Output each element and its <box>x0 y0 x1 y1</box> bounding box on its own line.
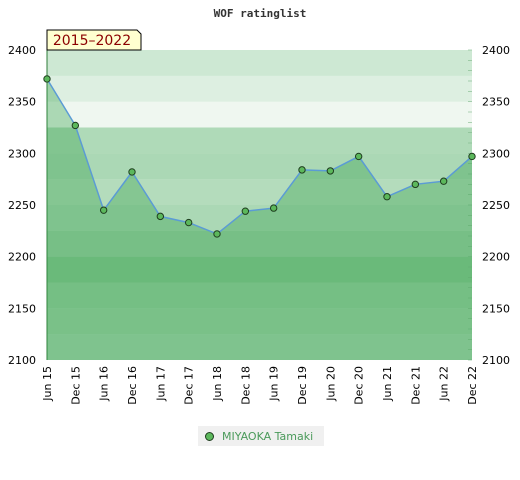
y-tick-label: 2400 <box>8 44 36 57</box>
band <box>47 153 472 180</box>
y-tick-label: 2350 <box>8 96 36 109</box>
grid-ticks <box>46 49 472 361</box>
x-tick-label: Jun 21 <box>381 366 394 402</box>
legend-marker-icon <box>205 431 214 441</box>
y-tick-label: 2100 <box>482 354 510 367</box>
y-axis-right: 2100 2150 2200 2250 2300 2350 2400 <box>482 44 510 367</box>
x-tick-label: Dec 17 <box>183 366 196 405</box>
legend-label: MIYAOKA Tamaki <box>222 429 314 443</box>
y-tick-label: 2150 <box>8 302 36 315</box>
data-point <box>184 218 193 227</box>
x-tick-label: Dec 21 <box>409 366 422 405</box>
band <box>47 50 472 76</box>
x-tick-label: Dec 16 <box>126 366 139 405</box>
data-point <box>43 75 51 83</box>
x-tick-label: Dec 15 <box>69 366 82 405</box>
period-badge-text: 2015–2022 <box>53 33 131 49</box>
x-tick-label: Dec 19 <box>296 366 309 405</box>
band <box>47 101 472 128</box>
data-point <box>241 207 250 215</box>
y-tick-label: 2200 <box>8 251 36 264</box>
x-tick-label: Jun 22 <box>438 366 451 402</box>
data-point <box>383 193 391 201</box>
y-tick-label: 2200 <box>482 251 510 264</box>
band <box>47 127 472 154</box>
x-axis: Jun 15 Dec 15 Jun 16 Dec 16 Jun 17 Dec 17 Jun … <box>41 366 479 405</box>
band <box>47 75 472 102</box>
y-tick-label: 2100 <box>8 354 36 367</box>
x-tick-label: Jun 17 <box>154 366 167 402</box>
data-point <box>298 166 306 174</box>
data-point <box>439 177 448 185</box>
band <box>47 334 472 360</box>
data-point <box>354 152 363 161</box>
background-bands <box>47 50 472 360</box>
data-point <box>71 121 80 130</box>
band <box>47 230 472 257</box>
series-points <box>43 75 476 238</box>
x-tick-label: Dec 18 <box>239 366 252 405</box>
chart-title: WOF ratinglist <box>214 7 307 20</box>
x-tick-label: Jun 15 <box>41 366 54 402</box>
band <box>47 308 472 335</box>
y-tick-label: 2250 <box>8 199 36 212</box>
x-tick-label: Jun 20 <box>324 366 337 402</box>
y-tick-label: 2250 <box>482 199 510 212</box>
data-point <box>468 152 476 161</box>
y-tick-label: 2300 <box>8 147 36 160</box>
data-point <box>411 180 420 189</box>
y-tick-label: 2150 <box>482 302 510 315</box>
series-area <box>47 78 472 361</box>
data-point <box>269 204 278 212</box>
data-point <box>128 168 136 176</box>
y-tick-label: 2400 <box>482 44 510 57</box>
period-badge: 2015–2022 <box>46 29 142 51</box>
x-tick-label: Dec 20 <box>353 366 366 405</box>
x-tick-label: Jun 18 <box>211 366 224 402</box>
data-point <box>99 206 108 214</box>
y-tick-label: 2350 <box>482 96 510 109</box>
band <box>47 282 472 309</box>
data-point <box>213 230 221 238</box>
y-tick-label: 2300 <box>482 147 510 160</box>
legend: MIYAOKA Tamaki <box>198 426 324 446</box>
x-tick-label: Jun 19 <box>268 366 281 402</box>
x-tick-label: Dec 22 <box>466 366 479 405</box>
data-point <box>156 212 165 221</box>
band <box>47 256 472 283</box>
data-point <box>326 167 335 175</box>
x-tick-label: Jun 16 <box>98 366 111 402</box>
series-line <box>46 78 473 235</box>
y-axis-left: 2100 2150 2200 2250 2300 2350 2400 <box>8 44 36 367</box>
